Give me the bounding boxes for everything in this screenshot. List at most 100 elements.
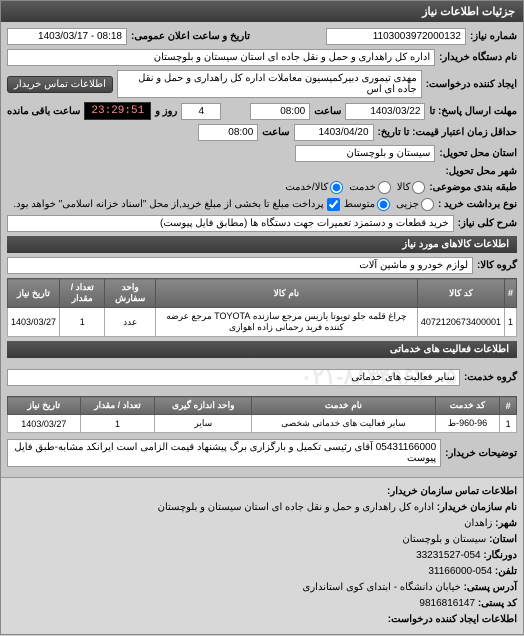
services-col-header: واحد اندازه گیری xyxy=(155,397,252,415)
contact-heading: اطلاعات تماس سازمان خریدار: xyxy=(7,484,517,500)
purchase-type-radios: جزیی متوسط xyxy=(344,198,434,211)
services-group-label: گروه خدمت: xyxy=(464,372,517,383)
services-cell: 960-96-ط xyxy=(435,415,500,433)
delivery-state-value: سیستان و بلوچستان xyxy=(295,145,435,162)
goods-group-value: لوازم خودرو و ماشین آلات xyxy=(7,257,473,274)
services-header-row: #کد خدمتنام خدمتواحد اندازه گیریتعداد / … xyxy=(8,397,517,415)
row-desc: شرح کلی نیاز: خرید قطعات و دستمزد تعمیرا… xyxy=(7,215,517,232)
services-table: #کد خدمتنام خدمتواحد اندازه گیریتعداد / … xyxy=(7,396,517,433)
cat-both-label: کالا/خدمت xyxy=(285,182,328,193)
contact-address-value: خیابان دانشگاه - ابتدای کوی استانداری xyxy=(303,582,461,593)
row-purchase-type: نوع برداشت خرید : جزیی متوسط پرداخت مبلغ… xyxy=(7,198,517,211)
row-buyer: نام دستگاه خریدار: اداره کل راهداری و حم… xyxy=(7,49,517,66)
deadline-label: مهلت ارسال پاسخ: تا xyxy=(429,106,517,117)
goods-row: 14072120673400001چراغ قلمه جلو تویوتا یا… xyxy=(8,308,517,337)
goods-cell: عدد xyxy=(105,308,156,337)
contact-fax-line: دورنگار: 054-33231527 xyxy=(7,548,517,564)
goods-cell: 1 xyxy=(60,308,105,337)
contact-postal-label: کد پستی: xyxy=(478,598,517,609)
cat-goods-radio[interactable]: کالا xyxy=(397,181,426,194)
buyer-notes-label: توضیحات خریدار: xyxy=(445,448,517,459)
row-goods-group: گروه کالا: لوازم خودرو و ماشین آلات xyxy=(7,257,517,274)
services-cell: 1 xyxy=(80,415,155,433)
deadline-date: 1403/03/22 xyxy=(345,103,425,120)
cat-service-label: خدمت xyxy=(349,182,376,193)
services-col-header: نام خدمت xyxy=(252,397,435,415)
contact-org-label: نام سازمان خریدار: xyxy=(437,502,517,513)
row-category: طبقه بندی موضوعی: کالا خدمت کالا/خدمت xyxy=(7,181,517,194)
contact-fax-label: دورنگار: xyxy=(483,550,517,561)
desc-value: خرید قطعات و دستمزد تعمیرات جهت دستگاه ه… xyxy=(7,215,454,232)
panel-body: شماره نیاز: 1103003972000132 تاریخ و ساع… xyxy=(1,22,523,477)
details-panel: جزئیات اطلاعات نیاز شماره نیاز: 11030039… xyxy=(0,0,524,635)
row-deadline: مهلت ارسال پاسخ: تا 1403/03/22 ساعت 08:0… xyxy=(7,102,517,120)
contact-state-label: استان: xyxy=(489,534,517,545)
buyer-value: اداره کل راهداری و حمل و نقل جاده ای است… xyxy=(7,49,435,66)
contact-city-label: شهر: xyxy=(495,518,517,529)
goods-col-header: واحد سفارش xyxy=(105,279,156,308)
goods-col-header: تعداد / مقدار xyxy=(60,279,105,308)
requester-value: مهدی تیموری دبیرکمیسیون معاملات اداره کل… xyxy=(117,70,422,98)
goods-col-header: # xyxy=(504,279,516,308)
contact-phone-label: تلفن: xyxy=(495,566,517,577)
row-services-group: گروه خدمت: سایر فعالیت های خدماتی ۰۲۱-۸۸… xyxy=(7,362,517,392)
cat-service-radio[interactable]: خدمت xyxy=(349,181,391,194)
pt-small-radio[interactable]: جزیی xyxy=(396,198,434,211)
days-value: 4 xyxy=(181,103,221,120)
contact-address-label: آدرس پستی: xyxy=(464,582,517,593)
goods-cell: 1 xyxy=(504,308,516,337)
services-col-header: # xyxy=(500,397,517,415)
requester-label: ایجاد کننده درخواست: xyxy=(426,79,517,90)
contact-postal-line: کد پستی: 9816816147 xyxy=(7,596,517,612)
price-until-label: حداقل زمان اعتبار قیمت: تا تاریخ: xyxy=(378,127,517,138)
row-requester: ایجاد کننده درخواست: مهدی تیموری دبیرکمی… xyxy=(7,70,517,98)
announce-value: 08:18 - 1403/03/17 xyxy=(7,28,127,45)
services-cell: 1403/03/27 xyxy=(8,415,81,433)
price-until-date: 1403/04/20 xyxy=(294,124,374,141)
goods-header-row: #کد کالانام کالاواحد سفارشتعداد / مقدارت… xyxy=(8,279,517,308)
deadline-time: 08:00 xyxy=(250,103,310,120)
contact-postal-value: 9816816147 xyxy=(419,598,475,609)
days-unit: روز و xyxy=(155,106,177,117)
time-label-1: ساعت xyxy=(314,106,341,117)
number-label: شماره نیاز: xyxy=(470,31,517,42)
pt-note-checkbox[interactable]: پرداخت مبلغ تا بخشی از مبلغ خرید,از محل … xyxy=(13,198,339,211)
contact-buyer-button[interactable]: اطلاعات تماس خریدار xyxy=(7,76,113,93)
row-buyer-notes: توضیحات خریدار: 05431166000 آقای رئیسی ت… xyxy=(7,439,517,467)
contact-fax-value: 054-33231527 xyxy=(416,550,481,561)
services-cell: سایر فعالیت های خدماتی شخصی xyxy=(252,415,435,433)
delivery-city-label: شهر محل تحویل: xyxy=(445,166,517,177)
contact-org-value: اداره کل راهداری و حمل و نقل جاده ای است… xyxy=(158,502,434,513)
category-radios: کالا خدمت کالا/خدمت xyxy=(285,181,425,194)
row-delivery-state: استان محل تحویل: سیستان و بلوچستان xyxy=(7,145,517,162)
price-until-time: 08:00 xyxy=(198,124,258,141)
services-cell: 1 xyxy=(500,415,517,433)
goods-group-label: گروه کالا: xyxy=(477,260,517,271)
buyer-notes-value: 05431166000 آقای رئیسی تکمیل و بارگزاری … xyxy=(7,439,441,467)
contact-org-line: نام سازمان خریدار: اداره کل راهداری و حم… xyxy=(7,500,517,516)
contact-creator-label: اطلاعات ایجاد کننده درخواست: xyxy=(7,612,517,628)
pt-note-text: پرداخت مبلغ تا بخشی از مبلغ خرید,از محل … xyxy=(13,199,323,210)
cat-both-radio[interactable]: کالا/خدمت xyxy=(285,181,343,194)
announce-label: تاریخ و ساعت اعلان عمومی: xyxy=(131,31,250,42)
goods-table: #کد کالانام کالاواحد سفارشتعداد / مقدارت… xyxy=(7,278,517,337)
purchase-type-label: نوع برداشت خرید : xyxy=(438,199,517,210)
remaining-label: ساعت باقی مانده xyxy=(7,106,80,117)
contact-state-line: استان: سیستان و بلوچستان xyxy=(7,532,517,548)
contact-state-value: سیستان و بلوچستان xyxy=(402,534,486,545)
category-label: طبقه بندی موضوعی: xyxy=(429,182,517,193)
row-price-until: حداقل زمان اعتبار قیمت: تا تاریخ: 1403/0… xyxy=(7,124,517,141)
goods-cell: چراغ قلمه جلو تویوتا یاریس مرجع سازنده T… xyxy=(155,308,417,337)
pt-medium-label: متوسط xyxy=(344,199,375,210)
pt-medium-radio[interactable]: متوسط xyxy=(344,198,390,211)
services-cell: سایر xyxy=(155,415,252,433)
pt-small-label: جزیی xyxy=(396,199,419,210)
contact-phone-line: تلفن: 054-31166000 xyxy=(7,564,517,580)
goods-col-header: تاریخ نیاز xyxy=(8,279,60,308)
contact-city-value: زاهدان xyxy=(464,518,492,529)
goods-cell: 1403/03/27 xyxy=(8,308,60,337)
contact-address-line: آدرس پستی: خیابان دانشگاه - ابتدای کوی ا… xyxy=(7,580,517,596)
goods-col-header: کد کالا xyxy=(417,279,504,308)
services-group-value: سایر فعالیت های خدماتی xyxy=(7,369,460,386)
services-col-header: تعداد / مقدار xyxy=(80,397,155,415)
